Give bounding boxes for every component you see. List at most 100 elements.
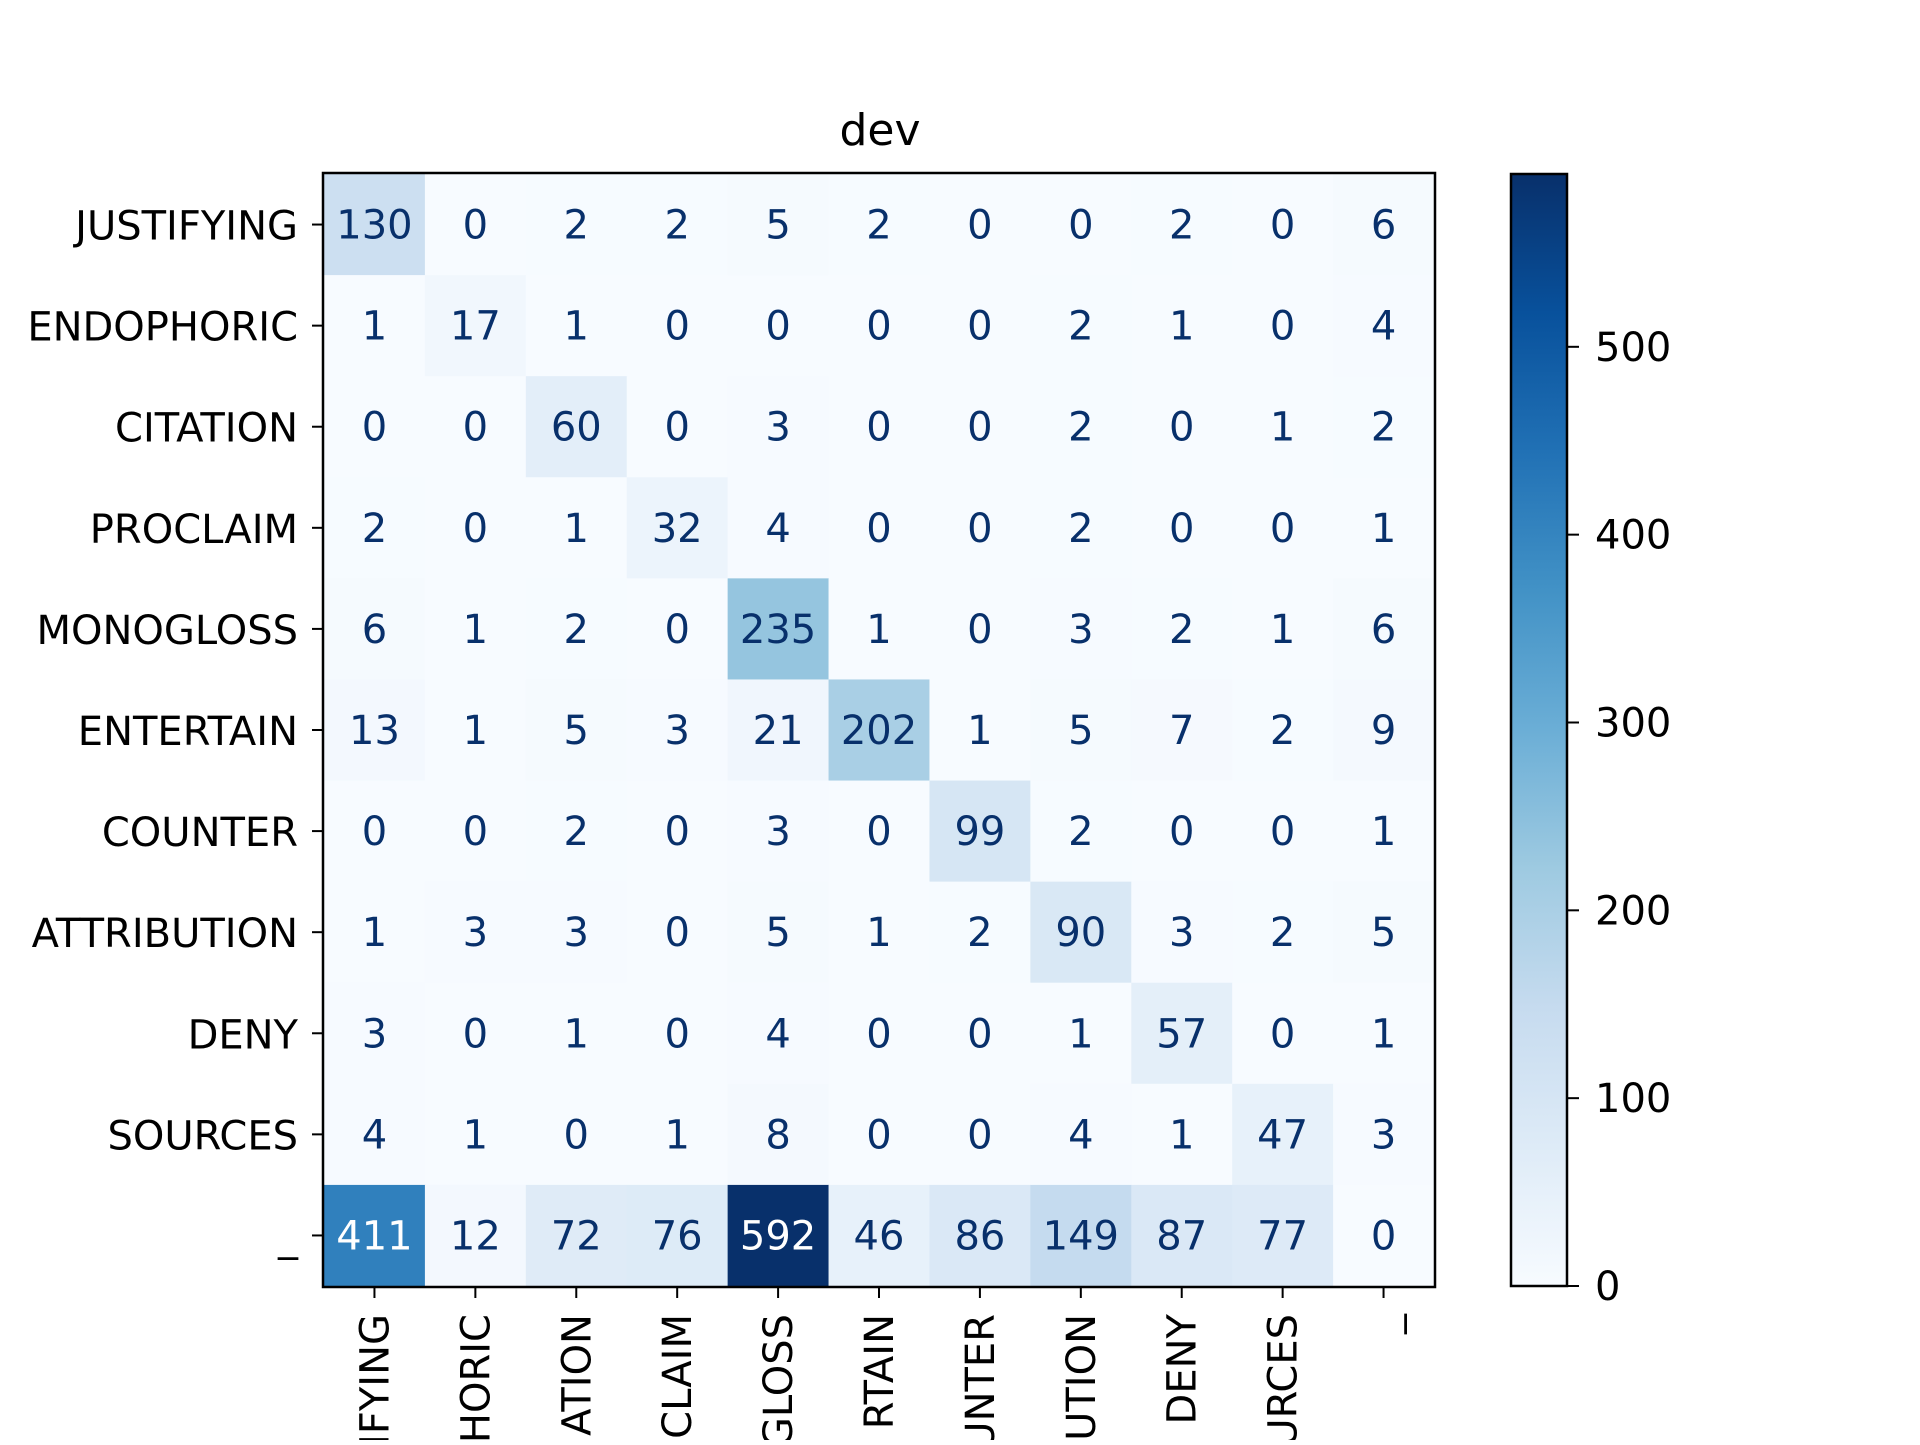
heatmap-cell — [1333, 780, 1435, 883]
cell-value-label: 4 — [1371, 304, 1396, 350]
cell-value-label: 2 — [1371, 405, 1396, 451]
cell-value-label: 99 — [954, 809, 1005, 855]
cell-value-label: 9 — [1371, 708, 1396, 754]
heatmap-cell — [1333, 275, 1435, 377]
cell-value-label: 0 — [1270, 1011, 1295, 1057]
cell-value-label: 0 — [664, 910, 689, 956]
cell-value-label: 0 — [362, 809, 387, 855]
heatmap-cell — [324, 780, 426, 883]
cell-value-label: 0 — [362, 405, 387, 451]
cell-value-label: 1 — [564, 506, 589, 552]
x-tick-label: UTION — [1059, 1314, 1105, 1440]
cell-value-label: 1 — [1169, 304, 1194, 350]
heatmap-cell — [828, 578, 930, 680]
cell-value-label: 1 — [564, 1011, 589, 1057]
heatmap-cell — [1131, 1184, 1233, 1287]
cell-value-label: 47 — [1257, 1112, 1308, 1158]
colorbar-tick-label: 300 — [1595, 700, 1671, 746]
cell-value-label: 1 — [463, 1112, 488, 1158]
heatmap-cell — [828, 376, 930, 478]
cell-value-label: 0 — [1169, 809, 1194, 855]
cell-value-label: 1 — [1371, 506, 1396, 552]
heatmap-cell — [626, 174, 729, 276]
y-tick-label: PROCLAIM — [90, 507, 298, 553]
heatmap-cell — [1131, 376, 1233, 478]
cell-value-label: 0 — [1270, 203, 1295, 249]
heatmap-cell — [1030, 1184, 1132, 1287]
colorbar-tick-label: 400 — [1595, 513, 1671, 559]
heatmap-cell — [424, 881, 527, 984]
heatmap-cell — [727, 578, 830, 680]
heatmap-cell — [1131, 881, 1233, 984]
cell-value-label: 6 — [1371, 203, 1396, 249]
heatmap-cell — [929, 376, 1031, 478]
cell-value-label: 5 — [765, 203, 790, 249]
heatmap-cell — [929, 578, 1031, 680]
heatmap-cell — [626, 578, 729, 680]
cell-value-label: 5 — [1068, 708, 1093, 754]
cell-value-label: 1 — [664, 1112, 689, 1158]
heatmap-cell — [1030, 376, 1132, 478]
heatmap-cell — [727, 477, 830, 579]
heatmap-cell — [727, 174, 830, 276]
heatmap-cell — [929, 679, 1031, 782]
heatmap-cell — [424, 1083, 527, 1186]
heatmap-cell — [727, 679, 830, 782]
heatmap-cell — [727, 881, 830, 984]
cell-value-label: 0 — [463, 1011, 488, 1057]
cell-value-label: 411 — [336, 1213, 412, 1259]
cell-value-label: 2 — [564, 607, 589, 653]
cell-value-label: 0 — [1270, 506, 1295, 552]
cell-value-label: 4 — [1068, 1112, 1093, 1158]
heatmap-cell — [1333, 578, 1435, 680]
cell-value-label: 5 — [564, 708, 589, 754]
cell-value-label: 2 — [1068, 506, 1093, 552]
cell-value-label: 0 — [463, 809, 488, 855]
heatmap-cell — [1030, 275, 1132, 377]
cell-value-label: 149 — [1043, 1213, 1119, 1259]
x-tick-label: CLAIM — [655, 1314, 701, 1439]
heatmap-cell — [1333, 1083, 1435, 1186]
heatmap-cell — [929, 1083, 1031, 1186]
heatmap-cell — [324, 376, 426, 478]
cell-value-label: 7 — [1169, 708, 1194, 754]
cell-value-label: 2 — [1270, 708, 1295, 754]
x-tick-label: URCES — [1261, 1314, 1307, 1440]
heatmap-cell — [626, 477, 729, 579]
heatmap-cell — [929, 477, 1031, 579]
heatmap-cell — [1232, 780, 1334, 883]
heatmap-cell — [324, 477, 426, 579]
cell-value-label: 3 — [1371, 1112, 1396, 1158]
cell-value-label: 8 — [765, 1112, 790, 1158]
heatmap-cell — [1333, 376, 1435, 478]
heatmap-cells — [324, 174, 1435, 1287]
cell-value-label: 1 — [1270, 607, 1295, 653]
heatmap-cell — [828, 982, 930, 1085]
cell-value-label: 0 — [664, 1011, 689, 1057]
cell-value-label: 4 — [362, 1112, 387, 1158]
cell-value-label: 77 — [1257, 1213, 1308, 1259]
cell-value-label: 0 — [664, 304, 689, 350]
x-tick-label: ATION — [554, 1314, 600, 1436]
heatmap-cell — [525, 780, 628, 883]
cell-value-label: 3 — [463, 910, 488, 956]
heatmap-cell — [1232, 982, 1334, 1085]
cell-value-label: 2 — [564, 809, 589, 855]
cell-value-label: 90 — [1055, 910, 1106, 956]
cell-value-label: 0 — [664, 405, 689, 451]
cell-value-label: 0 — [967, 405, 992, 451]
cell-value-label: 0 — [463, 203, 488, 249]
cell-value-label: 12 — [450, 1213, 501, 1259]
cell-value-label: 3 — [1169, 910, 1194, 956]
heatmap-cell — [1131, 679, 1233, 782]
heatmap-cell — [1333, 982, 1435, 1085]
heatmap-cell — [424, 275, 527, 377]
cell-value-label: 4 — [765, 1011, 790, 1057]
cell-value-label: 0 — [1169, 506, 1194, 552]
heatmap-cell — [626, 982, 729, 1085]
heatmap-cell — [929, 982, 1031, 1085]
heatmap-cell — [626, 1184, 729, 1287]
heatmap-cell — [525, 578, 628, 680]
x-tick-label: RTAIN — [857, 1314, 903, 1429]
